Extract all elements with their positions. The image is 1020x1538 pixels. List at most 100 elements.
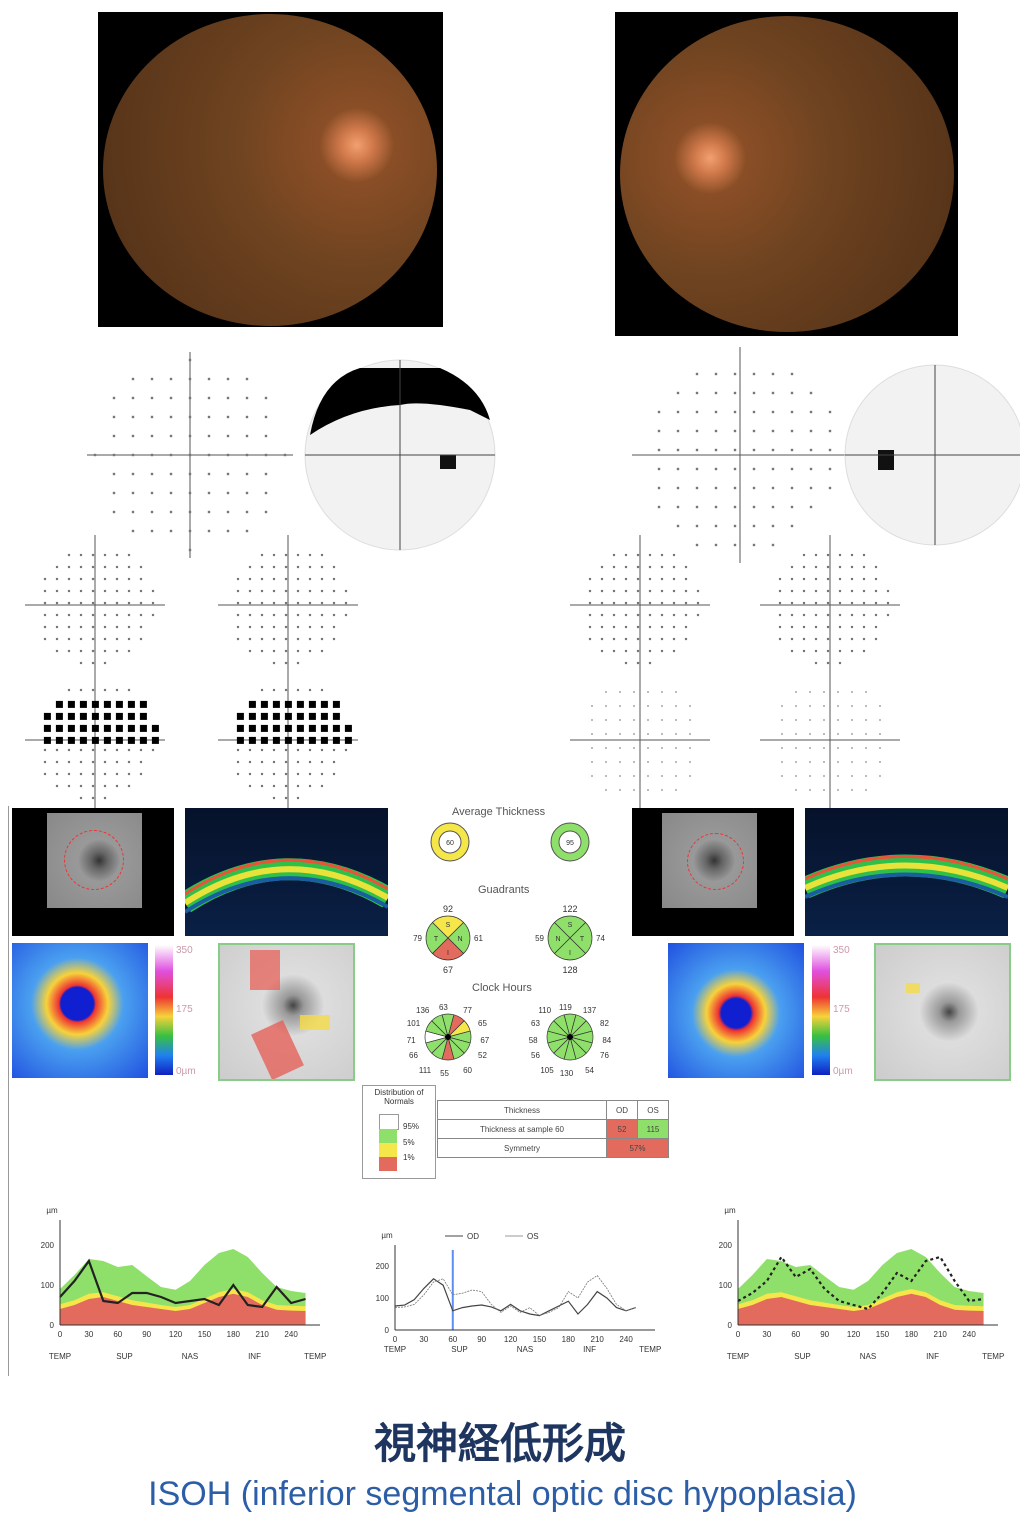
vf-point (771, 467, 775, 471)
vf-point (657, 467, 661, 471)
vf-point (127, 760, 131, 764)
vf-point (591, 761, 593, 763)
vf-point (647, 705, 649, 707)
vf-point (814, 565, 818, 569)
vf-point (245, 453, 249, 457)
vf-point (733, 486, 737, 490)
vf-point (657, 410, 661, 414)
vf-point (115, 760, 119, 764)
vf-point (272, 784, 276, 788)
vf-point (809, 705, 811, 707)
y-tick-label: 0 (385, 1326, 390, 1335)
clock-hour-value: 55 (440, 1069, 449, 1078)
vf-point (714, 505, 718, 509)
vf-point (771, 448, 775, 452)
clock-hour-value: 52 (478, 1051, 487, 1060)
x-tick-label: 210 (591, 1335, 605, 1344)
vf-point (886, 601, 890, 605)
legend-1: 1% (403, 1153, 415, 1162)
clock-hour-value: 63 (531, 1019, 540, 1028)
vf-point (814, 589, 818, 593)
vf-point (684, 589, 688, 593)
quadrant-letter: I (569, 950, 571, 957)
vf-point (296, 577, 300, 581)
vf-point (862, 553, 866, 557)
vf-point (67, 589, 71, 593)
vf-point (236, 637, 240, 641)
vf-point (826, 589, 830, 593)
vf-point (245, 396, 249, 400)
vf-point (795, 775, 797, 777)
vf-point (684, 565, 688, 569)
vf-point (91, 625, 95, 629)
vf-point (260, 748, 264, 752)
vf-point (600, 601, 604, 605)
vf-point (260, 553, 264, 557)
vf-point (150, 510, 154, 514)
vf-point (814, 601, 818, 605)
vf-point (600, 625, 604, 629)
vf-point (636, 589, 640, 593)
vf-point (790, 448, 794, 452)
legend-95: 95% (403, 1122, 420, 1131)
x-tick-label: 0 (58, 1330, 63, 1339)
vf-point (260, 613, 264, 617)
vf-point (245, 529, 249, 533)
vf-point (55, 637, 59, 641)
vf-defect-point (55, 736, 63, 744)
vf-point (778, 577, 782, 581)
vf-point (79, 760, 83, 764)
vf-defect-point (284, 712, 292, 720)
x-region-label: TEMP (304, 1352, 326, 1361)
vf-point (837, 789, 839, 791)
y-axis-unit: µm (724, 1206, 736, 1215)
vf-point (672, 625, 676, 629)
vf-point (850, 613, 854, 617)
vf-point (886, 613, 890, 617)
vf-point (55, 601, 59, 605)
vf-point (236, 760, 240, 764)
vf-point (112, 434, 116, 438)
x-region-label: INF (583, 1345, 596, 1354)
vf-point (636, 553, 640, 557)
vf-point (733, 391, 737, 395)
vf-point (115, 565, 119, 569)
vf-defect-point (260, 700, 268, 708)
vf-point (272, 589, 276, 593)
vf-point (696, 613, 700, 617)
vf-point (851, 719, 853, 721)
vf-point (115, 649, 119, 653)
vf-point (647, 691, 649, 693)
vf-defect-point (284, 736, 292, 744)
vf-point (308, 625, 312, 629)
vf-point (43, 613, 47, 617)
vf-point (127, 625, 131, 629)
vf-point (636, 625, 640, 629)
vf-defect-point (260, 724, 268, 732)
x-tick-label: 240 (962, 1330, 976, 1339)
x-region-label: NAS (182, 1352, 198, 1361)
vf-point (93, 453, 97, 457)
vf-point (272, 661, 276, 665)
x-tick-label: 240 (284, 1330, 298, 1339)
clock-hour-sector-os (553, 1014, 571, 1039)
vf-point (826, 577, 830, 581)
vf-point (624, 613, 628, 617)
vf-defect-point (43, 712, 51, 720)
vf-point (320, 784, 324, 788)
vf-point (675, 747, 677, 749)
vf-point (802, 577, 806, 581)
vf-point (139, 589, 143, 593)
vf-defect-point (127, 724, 135, 732)
vf-point (684, 601, 688, 605)
vf-point (284, 553, 288, 557)
vf-point (771, 486, 775, 490)
vf-point (612, 625, 616, 629)
vf-point (633, 719, 635, 721)
vf-defect-point (79, 700, 87, 708)
vf-point (865, 691, 867, 693)
vf-point (660, 565, 664, 569)
vf-point (236, 772, 240, 776)
vf-point (260, 565, 264, 569)
vf-point (127, 772, 131, 776)
